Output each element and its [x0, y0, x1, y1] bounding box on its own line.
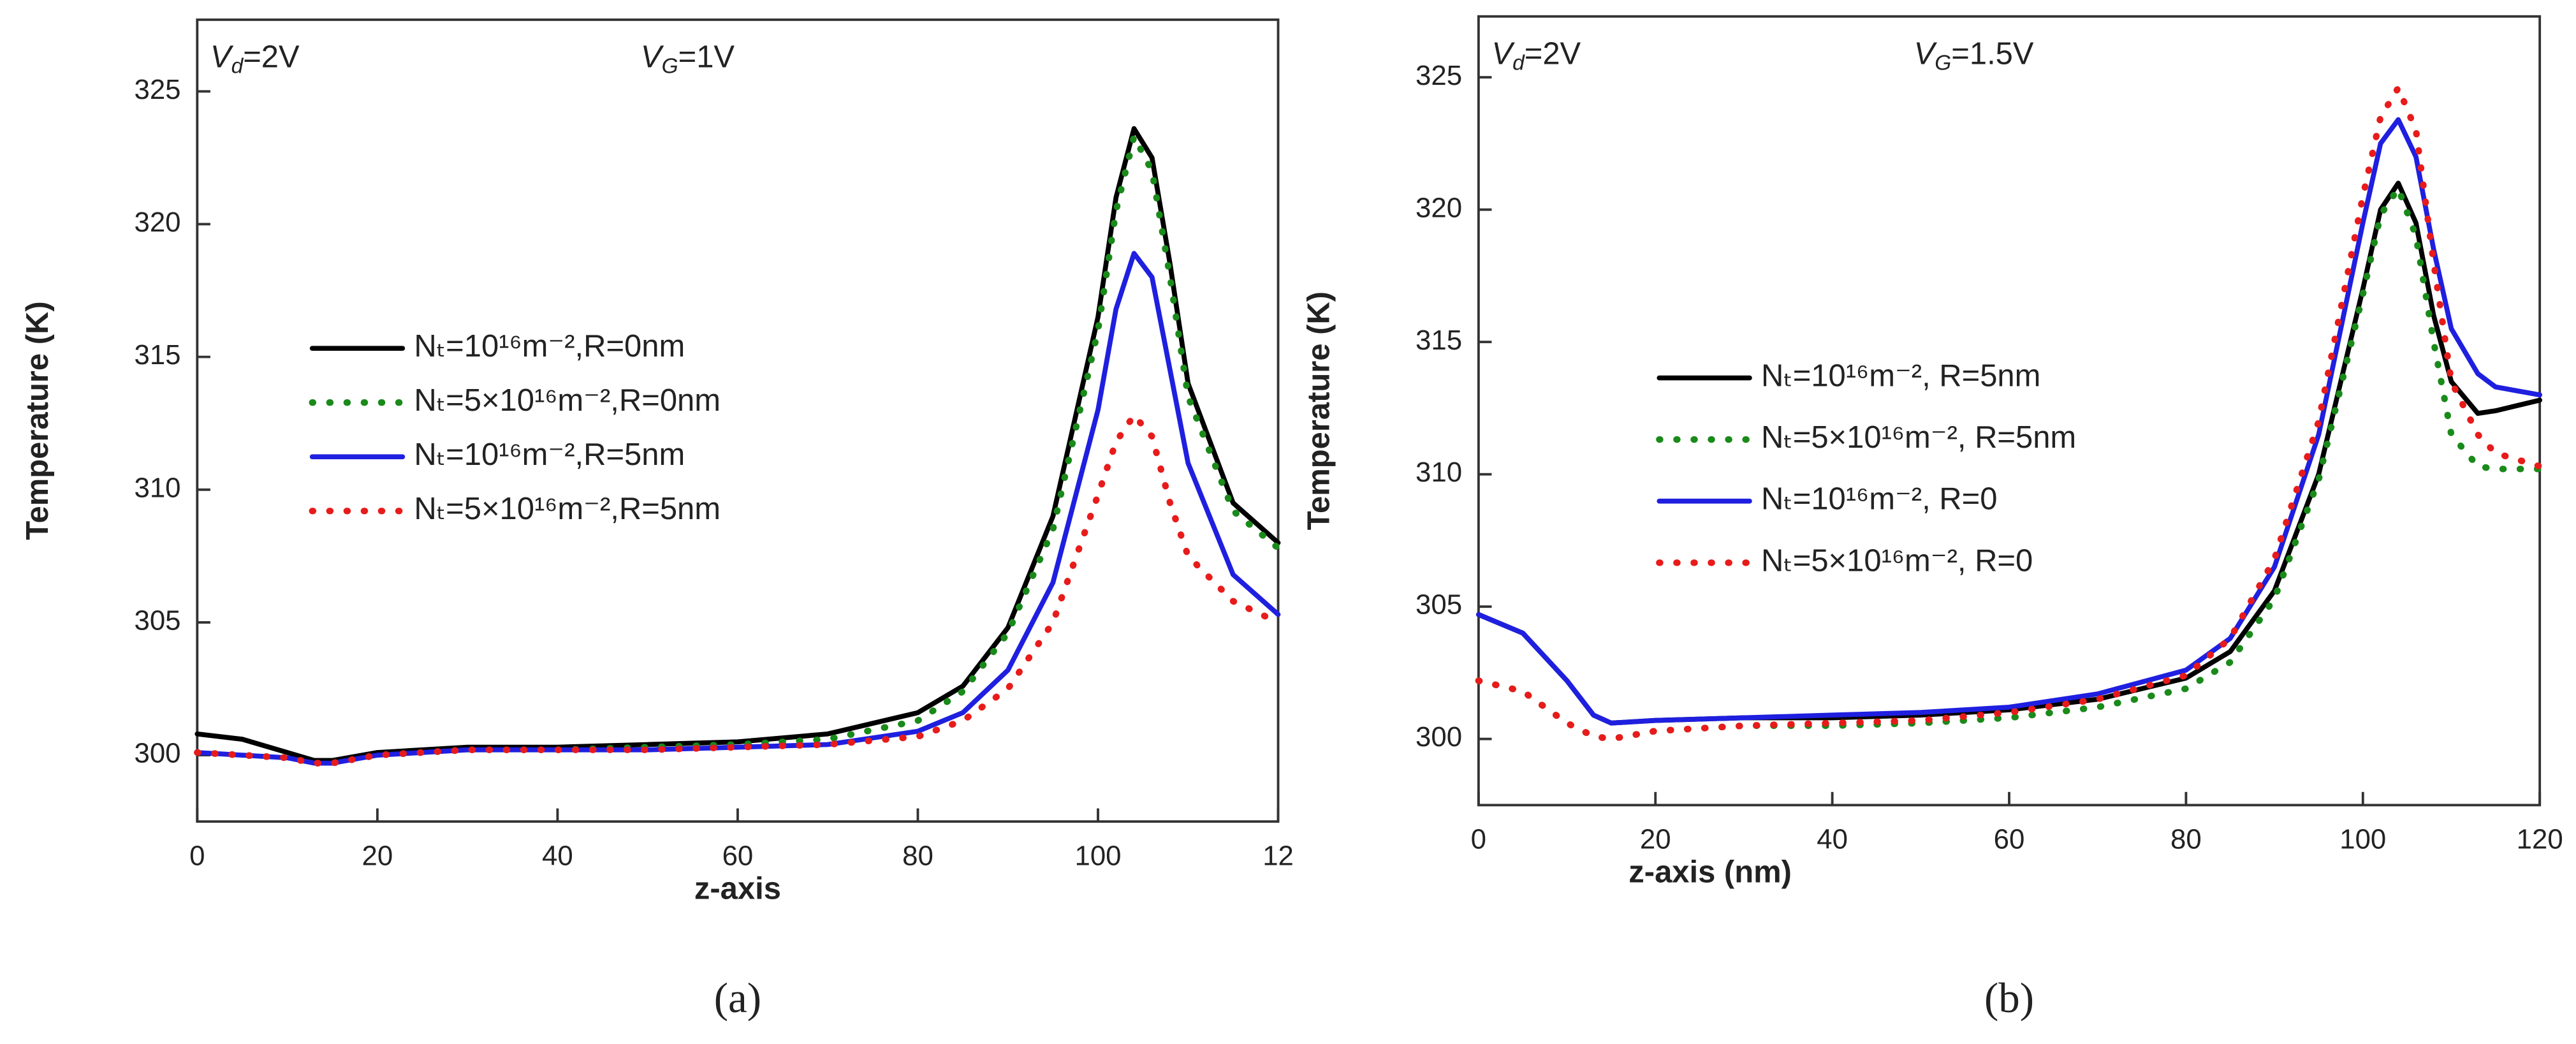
legend-label: Nₜ=5×10¹⁶m⁻²,R=5nm: [414, 492, 721, 526]
y-tick-label: 320: [1416, 192, 1462, 223]
series-line: [194, 133, 1282, 767]
plot-frame: [196, 18, 1280, 823]
x-tick-label: 0: [1471, 824, 1486, 855]
plot-frame: [1477, 15, 2542, 807]
y-tick-label: 310: [1416, 457, 1462, 488]
x-tick-label: 0: [189, 840, 205, 871]
annotation-part: =1V: [678, 40, 735, 75]
legend-label: Nₜ=5×10¹⁶m⁻², R=0: [1761, 543, 2033, 578]
series-line: [194, 251, 1281, 766]
y-tick-label: 300: [134, 738, 180, 769]
panel-label: (b): [1984, 974, 2034, 1022]
legend-label: Nₜ=5×10¹⁶m⁻²,R=0nm: [414, 383, 721, 418]
annotation-part: V: [1491, 37, 1515, 71]
annotation-part: =1.5V: [1951, 37, 2034, 71]
legend-label: Nₜ=10¹⁶m⁻², R=5nm: [1761, 358, 2040, 393]
x-tick-label: 40: [1817, 824, 1848, 855]
y-axis-label: Temperature (K): [20, 301, 55, 540]
x-tick-label: 100: [1074, 840, 1121, 871]
annotation-part: G: [1935, 51, 1951, 75]
annotation-part: =2V: [1525, 37, 1581, 71]
annotation-part: G: [662, 54, 678, 78]
y-tick-label: 315: [134, 339, 180, 371]
x-axis-label: z-axis (nm): [1628, 855, 1792, 890]
x-tick-label: 60: [1994, 824, 2025, 855]
annotation-part: d: [231, 54, 244, 78]
x-tick-label: 12: [1262, 840, 1294, 871]
legend-label: Nₜ=5×10¹⁶m⁻², R=5nm: [1761, 420, 2076, 455]
annotation-part: V: [1914, 37, 1938, 71]
annotation-part: d: [1512, 51, 1525, 75]
y-tick-label: 310: [134, 472, 180, 503]
y-tick-label: 300: [1416, 721, 1462, 753]
x-tick-label: 80: [2170, 824, 2202, 855]
annotation-part: V: [641, 40, 664, 75]
series-line: [1475, 84, 2543, 742]
y-tick-label: 320: [134, 207, 180, 238]
y-tick-label: 305: [1416, 589, 1462, 621]
y-tick-label: 325: [1416, 60, 1462, 91]
legend-label: Nₜ=10¹⁶m⁻², R=0: [1761, 482, 1997, 517]
annotation-part: =2V: [243, 40, 300, 75]
annotation: Vd=2V: [1491, 37, 1581, 75]
legend-label: Nₜ=10¹⁶m⁻²,R=5nm: [414, 437, 685, 472]
annotation-part: V: [210, 40, 234, 75]
x-tick-label: 100: [2339, 824, 2386, 855]
x-tick-label: 20: [362, 840, 393, 871]
series-line: [194, 412, 1282, 767]
legend-label: Nₜ=10¹⁶m⁻²,R=0nm: [414, 329, 685, 364]
annotation: VG=1V: [641, 40, 735, 78]
x-tick-label: 60: [722, 840, 754, 871]
x-tick-label: 120: [2517, 824, 2563, 855]
panel-label: (a): [714, 974, 761, 1022]
x-tick-label: 80: [902, 840, 933, 871]
annotation: Vd=2V: [210, 40, 300, 78]
series-line: [194, 126, 1281, 763]
x-tick-label: 40: [542, 840, 573, 871]
y-tick-label: 325: [134, 74, 180, 105]
annotation: VG=1.5V: [1914, 37, 2034, 75]
y-tick-label: 305: [134, 605, 180, 636]
series-line: [1475, 185, 2543, 742]
y-axis-label: Temperature (K): [1301, 291, 1336, 530]
y-tick-label: 315: [1416, 325, 1462, 356]
x-axis-label: z-axis: [694, 871, 781, 906]
x-tick-label: 20: [1640, 824, 1671, 855]
